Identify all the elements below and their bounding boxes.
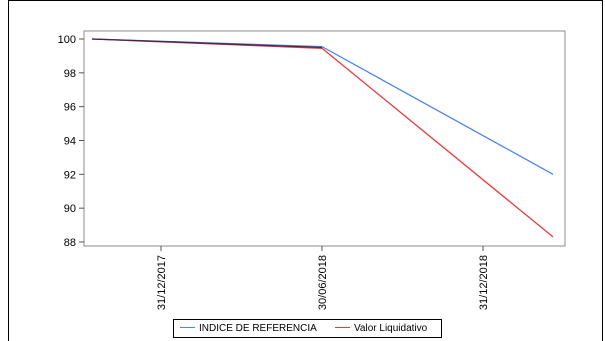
y-tick-label: 100 [58,34,76,46]
legend-item-valor: Valor Liquidativo [335,323,427,335]
legend-swatch-blue [180,326,195,328]
legend: INDICE DE REFERENCIA Valor Liquidativo [173,319,442,338]
y-tick-label: 98 [64,68,76,80]
x-tick-label: 31/12/2017 [156,255,168,310]
chart-frame [8,0,603,341]
legend-label-indice: INDICE DE REFERENCIA [199,323,317,334]
legend-item-indice: INDICE DE REFERENCIA [180,323,317,335]
y-tick-label: 92 [64,169,76,181]
series-line-indice-de-referencia [91,38,554,175]
series-line-valor-liquidativo [91,38,554,238]
series-layer [91,38,554,238]
y-axis: 88 90 92 94 96 98 100 [58,34,84,249]
y-tick-label: 88 [64,237,76,249]
series-overlap-line [91,38,323,49]
x-tick-label: 31/12/2018 [478,255,490,310]
legend-label-valor: Valor Liquidativo [354,323,428,334]
x-tick-label: 30/06/2018 [317,255,329,310]
y-tick-label: 90 [64,203,76,215]
y-tick-label: 96 [64,102,76,114]
legend-swatch-red [335,326,350,328]
plot-area [83,30,566,247]
y-tick-label: 94 [64,136,76,148]
x-axis: 31/12/2017 30/06/2018 31/12/2018 [156,246,490,310]
